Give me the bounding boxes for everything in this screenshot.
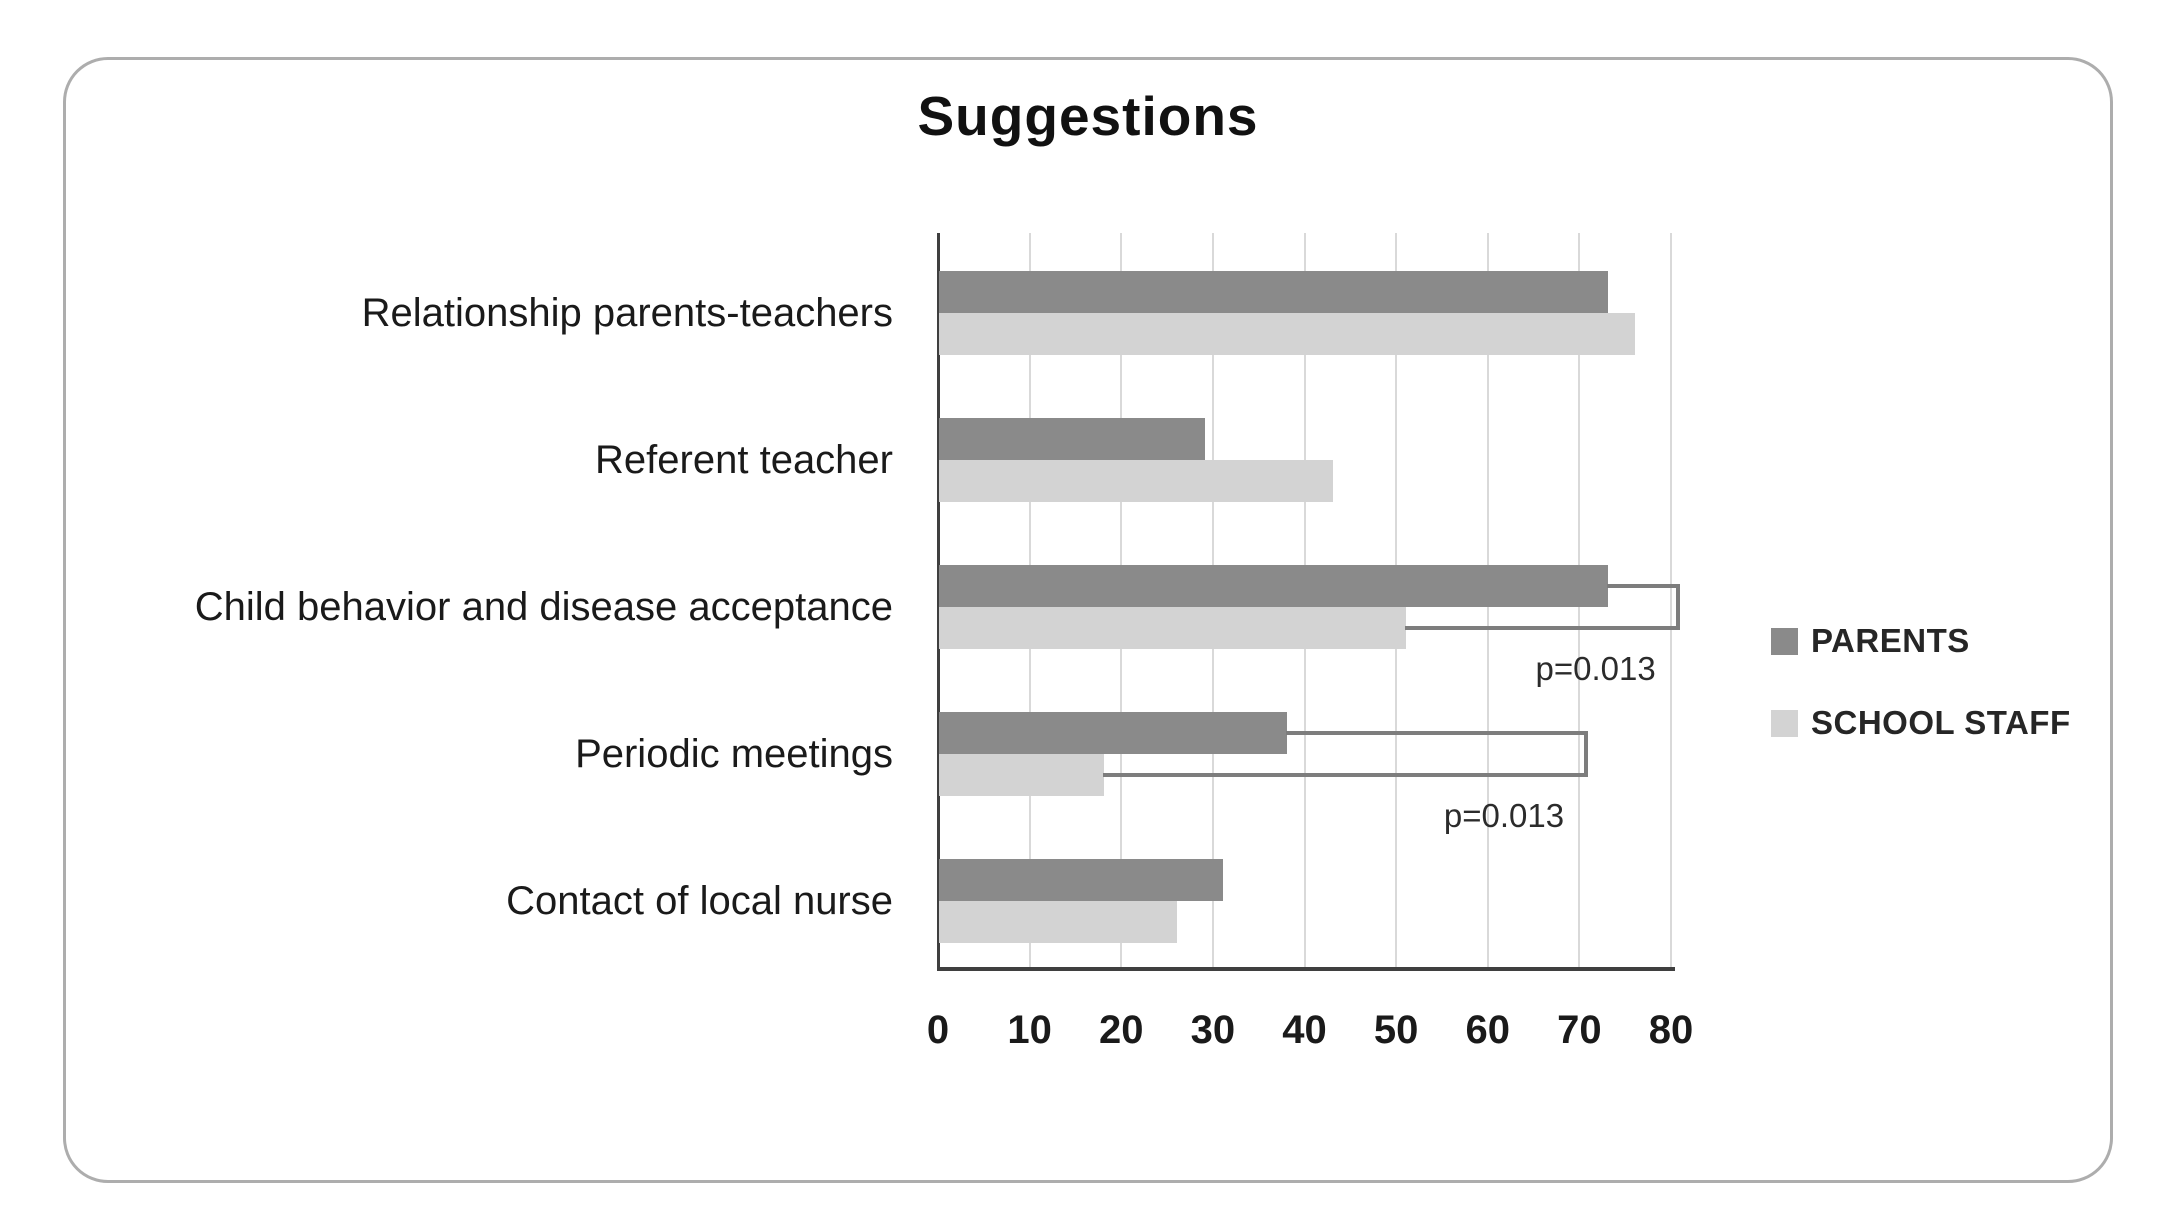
bracket-1-vertical-line — [1675, 584, 1680, 630]
x-tick-40: 40 — [1282, 1008, 1327, 1052]
plot-area — [937, 233, 1675, 971]
x-tick-20: 20 — [1099, 1008, 1144, 1052]
p-value-label-2: p=0.013 — [1443, 797, 1565, 834]
bar-school-staff-referent-teacher — [939, 460, 1333, 502]
bracket-1-top-line — [1606, 584, 1680, 588]
significance-annotations: p=0.013 p=0.013 — [938, 233, 1680, 968]
x-tick-30: 30 — [1190, 1008, 1236, 1052]
p-value-label-1: p=0.013 — [1535, 650, 1656, 687]
x-axis-line — [937, 967, 1675, 971]
bar-school-staff-periodic-meetings — [939, 754, 1104, 796]
legend: PARENTS SCHOOL STAFF — [1771, 622, 2071, 786]
x-tick-50: 50 — [1373, 1008, 1419, 1052]
bar-school-staff-relationship-parents-teachers — [939, 313, 1636, 355]
figure-card: Suggestions Relationship parents-teacher… — [63, 57, 2113, 1183]
legend-swatch-parents — [1771, 627, 1798, 655]
category-axis-labels: Relationship parents-teachers Referent te… — [126, 233, 893, 968]
bar-parents-referent-teacher — [939, 418, 1205, 460]
bar-school-staff-contact-of-local-nurse — [939, 901, 1178, 943]
legend-item-parents: PARENTS — [1771, 622, 2071, 660]
gridline-80 — [1670, 233, 1672, 968]
category-label-periodic-meetings: Periodic meetings — [575, 732, 893, 776]
category-label-referent-teacher: Referent teacher — [595, 438, 893, 482]
category-label-child-behavior-and-disease-acceptance: Child behavior and disease acceptance — [194, 585, 893, 629]
bar-parents-contact-of-local-nurse — [939, 859, 1224, 901]
legend-item-school-staff: SCHOOL STAFF — [1771, 704, 2071, 742]
x-tick-10: 10 — [1007, 1008, 1052, 1052]
x-axis-tick-labels: 0 10 20 30 40 50 60 70 80 — [927, 968, 1693, 1058]
x-tick-70: 70 — [1557, 1008, 1602, 1052]
legend-label-school-staff: SCHOOL STAFF — [1811, 704, 2071, 741]
category-label-contact-of-local-nurse: Contact of local nurse — [506, 879, 893, 923]
legend-label-parents: PARENTS — [1811, 622, 1970, 659]
bracket-2-vertical-line — [1583, 731, 1588, 777]
x-tick-60: 60 — [1465, 1008, 1511, 1052]
bar-parents-periodic-meetings — [939, 712, 1288, 754]
x-tick-80: 80 — [1648, 1008, 1694, 1052]
bracket-2-bottom-line — [1102, 773, 1588, 777]
y-axis-line — [937, 233, 940, 968]
bracket-1-bottom-line — [1405, 626, 1680, 630]
bar-parents-child-behavior-and-disease-acceptance — [939, 565, 1608, 607]
x-tick-0: 0 — [926, 1008, 950, 1052]
category-label-relationship-parents-teachers: Relationship parents-teachers — [361, 291, 893, 335]
legend-swatch-school-staff — [1771, 709, 1798, 737]
bar-parents-relationship-parents-teachers — [939, 271, 1608, 313]
chart-title: Suggestions — [917, 85, 1259, 147]
bar-school-staff-child-behavior-and-disease-acceptance — [939, 607, 1407, 649]
bracket-2-top-line — [1286, 731, 1588, 735]
